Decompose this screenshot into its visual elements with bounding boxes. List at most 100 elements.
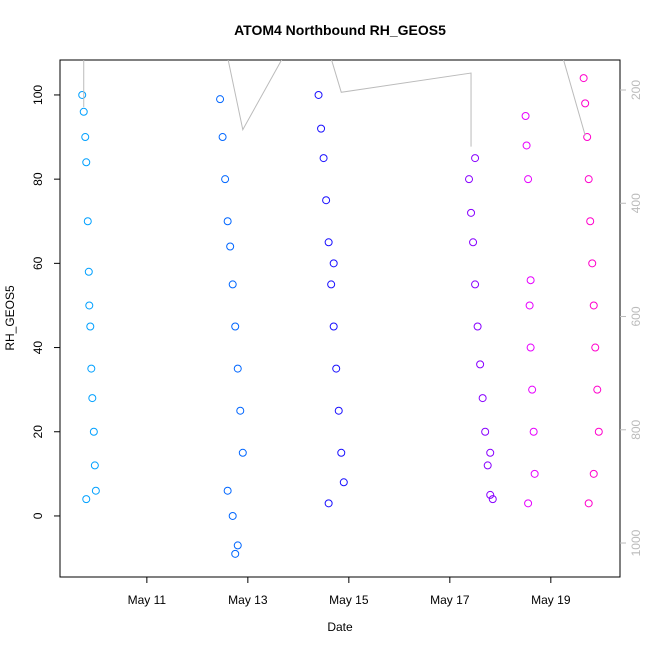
pressure-line [227,60,283,132]
data-point [594,427,603,436]
data-point [82,495,91,504]
data-point [579,74,588,83]
data-point [314,90,323,99]
x-tick-label: May 17 [430,593,470,607]
y-tick-label: 20 [31,425,45,439]
pressure-line [331,60,472,147]
y-tick-label: 80 [31,172,45,186]
data-point [337,448,346,457]
data-point [84,267,93,276]
y2-tick-label: 1000 [629,529,643,556]
data-point [529,427,538,436]
data-point [589,301,598,310]
data-point [87,364,96,373]
data-point [471,280,480,289]
data-point [322,196,331,205]
x-axis-label: Date [327,620,353,634]
y-tick-label: 100 [31,85,45,105]
data-point [233,541,242,550]
data-point [584,175,593,184]
data-point [90,461,99,470]
pressure-line [563,60,586,136]
data-point [332,364,341,373]
data-point [339,478,348,487]
data-point [486,490,495,499]
data-point [324,499,333,508]
data-point [483,461,492,470]
data-point [528,385,537,394]
x-tick-label: May 11 [128,593,167,607]
data-point [329,259,338,268]
y2-tick-label: 600 [629,306,643,326]
data-point [476,360,485,369]
data-point [324,238,333,247]
data-point [89,427,98,436]
data-point [317,124,326,133]
data-point [488,495,497,504]
data-point [589,469,598,478]
data-point [334,406,343,415]
y-tick-label: 60 [31,256,45,270]
plot-frame [59,59,621,578]
y-tick-label: 0 [31,512,45,519]
data-point [486,448,495,457]
data-point [524,499,533,508]
data-point [471,154,480,163]
data-point [588,259,597,268]
y-axis-label: RH_GEOS5 [3,285,17,351]
data-point [469,238,478,247]
data-point [83,217,92,226]
data-point [593,385,602,394]
data-point [524,175,533,184]
data-point [465,175,474,184]
chart-title: ATOM4 Northbound RH_GEOS5 [234,22,446,38]
data-point [236,406,245,415]
data-point [584,499,593,508]
data-point [221,175,230,184]
data-point [231,322,240,331]
data-point [216,95,225,104]
y2-tick-label: 800 [629,419,643,439]
data-point [521,111,530,120]
y-tick-label: 40 [31,341,45,355]
y2-tick-label: 400 [629,193,643,213]
data-point [223,217,232,226]
data-point [481,427,490,436]
y2-tick-label: 200 [629,80,643,100]
x-tick-label: May 15 [329,593,369,607]
data-point [525,301,534,310]
data-point [581,99,590,108]
data-point [233,364,242,373]
plot-area [78,60,603,558]
data-point [327,280,336,289]
data-point [238,448,247,457]
data-point [226,242,235,251]
data-point [473,322,482,331]
data-point [228,280,237,289]
data-point [526,276,535,285]
data-point [79,107,88,116]
data-point [329,322,338,331]
x-tick-label: May 19 [531,593,571,607]
data-point [231,549,240,558]
data-point [319,154,328,163]
data-point [218,133,227,142]
data-point [91,486,100,495]
data-point [88,394,97,403]
data-point [583,133,592,142]
data-point [78,90,87,99]
data-point [530,469,539,478]
data-point [228,511,237,520]
x-tick-label: May 13 [228,593,268,607]
data-point [591,343,600,352]
data-point [522,141,531,150]
data-point [586,217,595,226]
data-point [478,394,487,403]
data-point [526,343,535,352]
data-point [85,301,94,310]
data-point [467,208,476,217]
data-point [86,322,95,331]
data-point [82,158,91,167]
data-point [223,486,232,495]
